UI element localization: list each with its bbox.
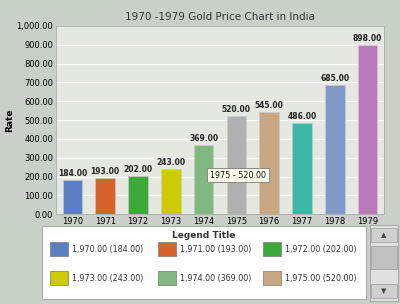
Text: 1975 - 520.00: 1975 - 520.00 xyxy=(210,171,266,180)
Text: 898.00: 898.00 xyxy=(353,34,382,43)
Text: 243.00: 243.00 xyxy=(156,158,185,167)
Bar xyxy=(259,112,279,214)
Text: 193.00: 193.00 xyxy=(91,167,120,176)
Bar xyxy=(226,116,246,214)
Bar xyxy=(292,123,312,214)
Text: 545.00: 545.00 xyxy=(255,101,284,110)
Bar xyxy=(325,85,345,214)
Bar xyxy=(50,271,68,285)
Text: 1,971.00 (193.00): 1,971.00 (193.00) xyxy=(180,245,252,254)
Bar xyxy=(128,176,148,214)
Text: 369.00: 369.00 xyxy=(189,134,218,143)
FancyBboxPatch shape xyxy=(370,225,398,301)
Bar xyxy=(358,45,378,214)
Text: 486.00: 486.00 xyxy=(287,112,317,121)
Y-axis label: Rate: Rate xyxy=(5,108,14,132)
Text: ▲: ▲ xyxy=(381,232,387,238)
X-axis label: Year: Year xyxy=(209,229,231,238)
Text: Legend Title: Legend Title xyxy=(172,231,236,240)
Bar xyxy=(62,180,82,214)
Bar xyxy=(371,284,396,298)
Bar xyxy=(158,243,176,256)
Bar xyxy=(371,228,396,242)
Text: ▼: ▼ xyxy=(381,288,387,294)
Bar xyxy=(371,246,396,269)
Text: 202.00: 202.00 xyxy=(124,165,152,174)
Bar xyxy=(50,243,68,256)
Text: 1,972.00 (202.00): 1,972.00 (202.00) xyxy=(285,245,357,254)
Bar xyxy=(158,271,176,285)
Text: 1,975.00 (520.00): 1,975.00 (520.00) xyxy=(285,274,357,283)
Text: 685.00: 685.00 xyxy=(320,74,349,83)
FancyBboxPatch shape xyxy=(42,226,366,299)
Text: 520.00: 520.00 xyxy=(222,105,251,114)
Text: 1,973.00 (243.00): 1,973.00 (243.00) xyxy=(72,274,144,283)
Text: 1,974.00 (369.00): 1,974.00 (369.00) xyxy=(180,274,252,283)
Text: 184.00: 184.00 xyxy=(58,169,87,178)
Bar xyxy=(194,145,214,214)
Bar xyxy=(263,271,281,285)
Text: 1,970.00 (184.00): 1,970.00 (184.00) xyxy=(72,245,143,254)
Bar xyxy=(95,178,115,214)
Bar xyxy=(263,243,281,256)
Bar xyxy=(161,168,181,214)
Title: 1970 -1979 Gold Price Chart in India: 1970 -1979 Gold Price Chart in India xyxy=(125,12,315,22)
